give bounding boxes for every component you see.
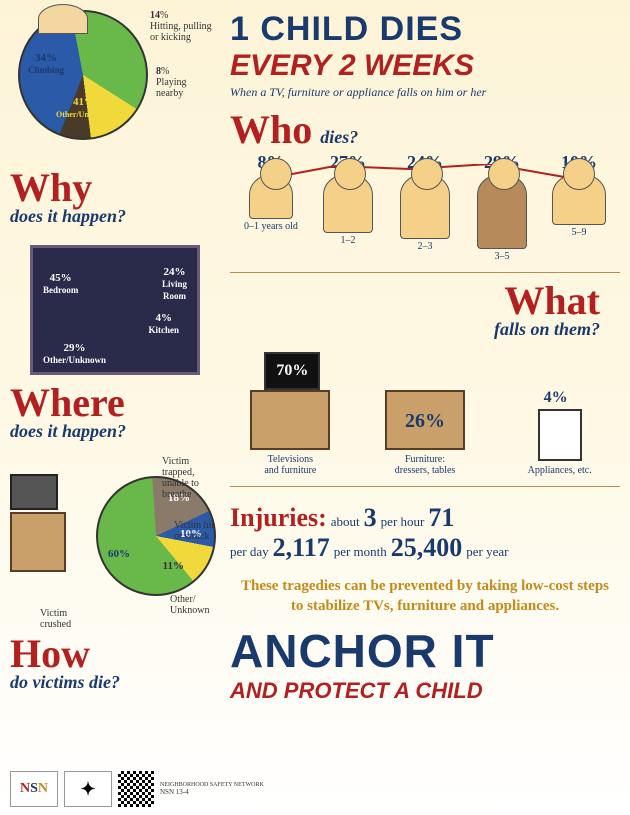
prevent-text: These tragedies can be prevented by taki… — [230, 577, 620, 616]
who-chart: 8%0–1 years old 27%1–2 24%2–3 29%3–5 10%… — [230, 152, 620, 262]
why-sub: does it happen? — [10, 206, 220, 227]
how-sub: do victims die? — [10, 672, 220, 693]
headline-line1: 1 CHILD DIES — [230, 10, 620, 49]
cpsc-logo-icon: ✦ — [64, 771, 112, 807]
how-hit-label: Victim hit or struck — [174, 520, 224, 542]
what-item-furniture: 26% Furniture: dressers, tables — [365, 390, 486, 476]
why-slice-hitting: 14%Hitting, pulling or kicking — [150, 10, 220, 43]
nsn-logo: NSN — [10, 771, 58, 807]
how-trapped-label: Victim trapped, unable to breathe — [162, 456, 222, 500]
cta-line2: AND PROTECT A CHILD — [230, 678, 620, 704]
tv-on-dresser-icon — [10, 474, 68, 574]
why-slice-climbing: 34%Climbing — [28, 52, 64, 76]
footer: NSN ✦ NEIGHBORHOOD SAFETY NETWORK NSN 13… — [10, 771, 264, 807]
who-title: Who — [230, 107, 312, 152]
who-sub: dies? — [320, 127, 358, 148]
how-other-label: Other/ Unknown — [170, 594, 220, 616]
headline-line2: EVERY 2 WEEKS — [230, 49, 620, 83]
footer-code: NSN 13-4 — [160, 788, 264, 796]
qr-code-icon — [118, 771, 154, 807]
where-other: 29%Other/Unknown — [43, 342, 106, 366]
where-bedroom: 45%Bedroom — [43, 272, 78, 296]
what-chart: 70% Televisions and furniture 26% Furnit… — [230, 348, 620, 476]
how-title: How — [10, 636, 220, 672]
cta-line1: ANCHOR IT — [230, 624, 620, 678]
injuries-block: Injuries: about 3 per hour 71 per day 2,… — [230, 503, 620, 563]
what-sub: falls on them? — [230, 319, 600, 340]
how-slice-other-pct: 11% — [163, 560, 184, 572]
why-slice-playing: 8%Playing nearby — [156, 66, 216, 99]
what-title: What — [504, 278, 600, 323]
where-title: Where — [10, 385, 220, 421]
why-title: Why — [10, 170, 220, 206]
how-slice-crushed-pct: 60% — [108, 548, 130, 560]
what-item-tv: 70% Televisions and furniture — [230, 348, 351, 476]
where-sub: does it happen? — [10, 421, 220, 442]
where-floorplan: 45%Bedroom 24%Living Room 4%Kitchen 29%O… — [30, 245, 200, 375]
headline-sub: When a TV, furniture or appliance falls … — [230, 85, 620, 100]
why-slice-other: 41%Other/Unknown — [56, 96, 112, 120]
what-item-appliance: 4% Appliances, etc. — [499, 409, 620, 476]
baby-icon — [38, 4, 88, 34]
where-living: 24%Living Room — [162, 266, 187, 302]
where-kitchen: 4%Kitchen — [149, 312, 180, 336]
what-tv-pct: 70% — [276, 362, 308, 379]
how-crushed-label: Victim crushed — [40, 608, 90, 630]
